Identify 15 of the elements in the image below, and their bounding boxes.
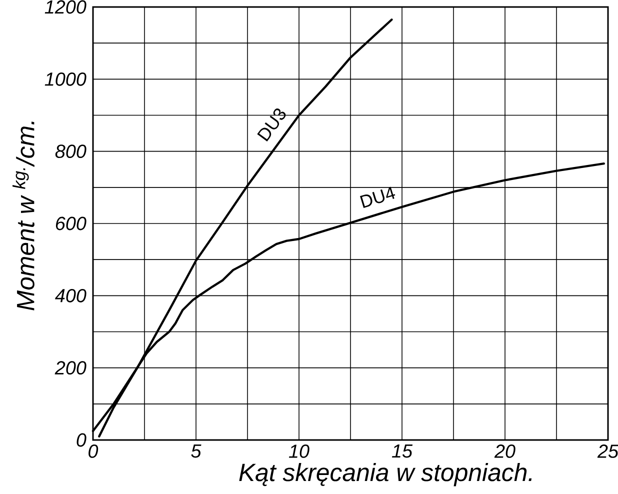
y-tick-label: 800 [55,144,86,158]
x-tick-label: 20 [494,444,516,458]
x-tick-label: 10 [288,444,310,458]
x-tick-label: 5 [191,444,202,458]
y-tick-label: 1000 [44,72,86,86]
y-tick-label: 200 [54,361,86,375]
y-tick-label: 600 [56,216,86,230]
y-tick-label: 1200 [44,0,86,14]
x-tick-label: 0 [88,444,98,458]
text: DU4 [360,186,396,208]
y-tick-label: 0 [76,433,86,447]
y-tick-label: 400 [55,288,86,302]
x-tick-label: 15 [392,444,413,458]
y-axis-title: Moment w $^{kg.}$/cm. [12,122,34,310]
x-axis-title: Kąt skręcania w stopniach. [239,463,532,486]
